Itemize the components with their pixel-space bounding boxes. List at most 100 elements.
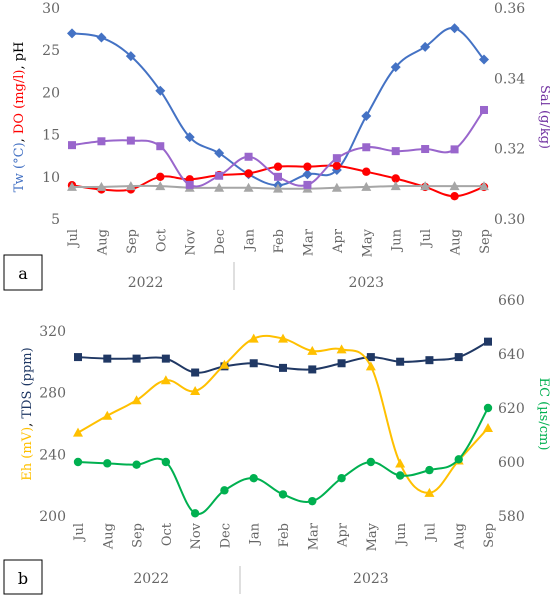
- panel-a-ph-point: [96, 181, 107, 191]
- panel-a-tw-line: [71, 27, 485, 187]
- panel-b-month-label: Sep: [131, 523, 146, 548]
- panel-b-eh-point: [190, 386, 201, 396]
- panel-b-ec-point: [425, 465, 434, 475]
- panel-a-left-tick: 15: [42, 128, 60, 144]
- panel-a-sal-point: [97, 137, 106, 146]
- panel-b-ec-point: [337, 474, 346, 483]
- panel-b-eh-point: [73, 427, 83, 437]
- panel-a-sal-point: [244, 152, 253, 161]
- panel-a-ph-point: [420, 181, 431, 191]
- panel-b-ec-point: [73, 457, 83, 467]
- panel-b-x-axis: Jul Aug Sep Oct Nov Dec Jan Feb Mar Apr May Jun Jul A…: [72, 522, 497, 594]
- panel-a-do-point: [450, 192, 459, 201]
- panel-a-month-label: Feb: [272, 229, 287, 253]
- panel-b-eh-point: [365, 361, 376, 371]
- panel-b-eh-point: [160, 375, 171, 385]
- panel-b-month-label: Jun: [394, 522, 409, 547]
- panel-b-ec-point: [308, 496, 317, 506]
- panel-a-sal-point: [185, 180, 194, 189]
- panel-b-tds-point: [103, 354, 112, 363]
- panel-a-tw-point: [420, 41, 431, 52]
- panel-b-eh-point: [219, 359, 230, 369]
- panel-a-tw-point: [67, 28, 77, 39]
- panel-b-month-label: Feb: [277, 523, 292, 547]
- panel-b-ec-point: [454, 455, 463, 464]
- panel-b-tds-point: [249, 359, 258, 368]
- panel-b-right-axis-label: EC (µs/cm): [536, 378, 550, 451]
- panel-a-do-point: [303, 162, 312, 171]
- panel-a-sal-point: [68, 141, 76, 150]
- panel-a-label-box: [3, 254, 43, 291]
- panel-b-eh-point: [483, 423, 493, 433]
- panel-b-eh-point: [395, 458, 406, 468]
- panel-a-sal-point: [480, 105, 488, 114]
- panel-a-tw-point: [155, 85, 166, 96]
- panel-b-ec-point: [103, 459, 112, 468]
- panel-a-sal-point: [274, 172, 282, 181]
- panel-a-left-tick: 20: [42, 85, 60, 101]
- panel-a-month-label: Apr: [331, 228, 346, 254]
- panel-a-ph-point: [125, 181, 136, 191]
- panel-a-left-ticks: 5 10 15 20 25 30: [42, 1, 60, 228]
- panel-a-month-label: Jul: [419, 229, 434, 249]
- panel-a-do-point: [273, 162, 283, 171]
- panel-a-month-label: Sep: [125, 229, 140, 254]
- panel-b-year-label: 2023: [353, 571, 389, 587]
- panel-b-tds-point: [396, 357, 405, 366]
- panel-b-ec-point: [483, 403, 493, 413]
- panel-b-eh-point: [307, 345, 318, 355]
- panel-b-ec-point: [278, 490, 288, 499]
- panel-a-do-point: [332, 161, 342, 171]
- panel-a-sal-point: [156, 142, 165, 151]
- panel-b-eh-point: [424, 487, 435, 497]
- panel-a-tw-point: [302, 169, 313, 180]
- panel-b-right-ticks: 580 600 620 640 660: [498, 293, 525, 525]
- panel-a-month-label: Nov: [184, 228, 199, 255]
- panel-b-month-label: Sep: [482, 523, 497, 548]
- panel-a-left-tick: 30: [42, 1, 60, 17]
- panel-a-left-tick: 5: [51, 212, 60, 228]
- panel-a-ph-point: [273, 183, 283, 193]
- panel-b-eh-point: [278, 333, 288, 343]
- panel-b-eh-point: [102, 410, 113, 420]
- panel-a-tw-point: [361, 111, 372, 122]
- chart-panel-a: Tw (°C), DO (mg/l), pH Sal (g/kg) 5 10 15 2…: [3, 1, 550, 291]
- panel-b-left-axis-label: Eh (mV), TDS (ppm): [20, 347, 35, 480]
- panel-a-month-label: Jan: [243, 228, 258, 252]
- panel-b-right-tick: 660: [498, 293, 525, 309]
- panel-b-tds-point: [191, 368, 200, 377]
- panel-b-month-label: Dec: [218, 523, 233, 548]
- panel-b-year-label: 2022: [133, 571, 169, 587]
- panel-a-ph-point: [361, 181, 372, 191]
- panel-a-do-point: [391, 174, 400, 183]
- panel-a-right-ticks: 0.30 0.32 0.34 0.36: [494, 1, 525, 228]
- panel-b-tds-point: [454, 353, 463, 362]
- panel-a-left-axis-label: Tw (°C), DO (mg/l), pH: [12, 42, 27, 193]
- panel-a-month-label: Dec: [213, 229, 228, 254]
- panel-b-month-label: Aug: [101, 523, 116, 550]
- panel-b-ec-point: [132, 460, 141, 469]
- panel-a-month-label: Oct: [154, 228, 169, 252]
- panel-b-tds-point: [279, 363, 287, 372]
- panel-a-month-label: Sep: [478, 229, 493, 254]
- panel-b-tds-point: [132, 354, 141, 363]
- panel-b-tds-point: [308, 365, 317, 374]
- panel-a-sal-point: [215, 171, 224, 180]
- panel-b-month-label: Jul: [423, 523, 438, 543]
- panel-a-sal-point: [450, 145, 459, 154]
- panel-b-month-label: Apr: [336, 522, 351, 548]
- panel-a-month-label: Jun: [390, 228, 405, 253]
- panel-a-label: a: [18, 264, 28, 283]
- panel-a-sal-point: [391, 147, 400, 156]
- chart-panel-b: Eh (mV), TDS (ppm) EC (µs/cm) 200 240 280 3…: [3, 293, 550, 595]
- panel-b-label: b: [18, 569, 28, 588]
- panel-b-tds-point: [366, 353, 375, 362]
- panel-a-tw-point: [184, 132, 195, 143]
- panel-a-month-label: May: [360, 228, 375, 257]
- panel-a-sal-point: [332, 154, 341, 163]
- panel-b-left-tick: 320: [39, 324, 66, 340]
- panel-b-ec-point: [161, 457, 171, 467]
- panel-b-ec-point: [249, 474, 258, 483]
- panel-a-ph-point: [155, 181, 166, 191]
- panel-a-month-label: Mar: [301, 228, 316, 256]
